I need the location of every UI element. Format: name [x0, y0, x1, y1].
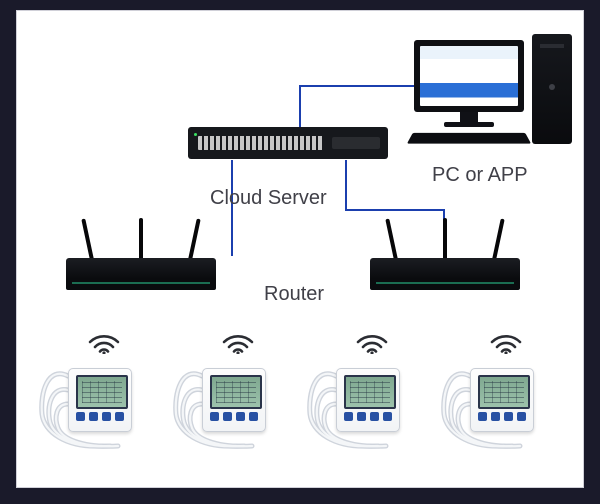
wifi-icon	[488, 326, 524, 354]
monitor-icon	[414, 40, 524, 112]
wifi-icon	[354, 326, 390, 354]
router-right	[370, 218, 520, 290]
pc-tower-icon	[532, 34, 572, 144]
desktop-pc	[414, 40, 574, 150]
label-cloud-server: Cloud Server	[210, 187, 327, 210]
wifi-icon	[220, 326, 256, 354]
label-router: Router	[264, 283, 324, 306]
sensor-device	[174, 360, 278, 446]
keyboard-icon	[407, 133, 531, 144]
label-pc-or-app: PC or APP	[432, 164, 528, 187]
sensor-device	[40, 360, 144, 446]
wifi-icon	[86, 326, 122, 354]
router-left	[66, 218, 216, 290]
sensor-device	[442, 360, 546, 446]
network-switch	[188, 127, 388, 159]
sensor-device	[308, 360, 412, 446]
